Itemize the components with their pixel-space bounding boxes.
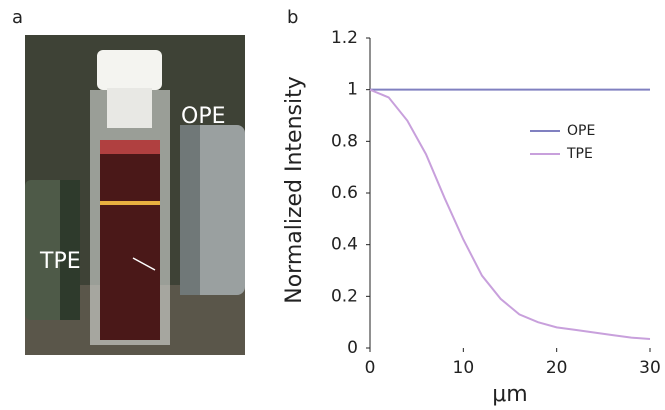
cap: [97, 50, 162, 90]
legend-label: TPE: [566, 146, 593, 162]
y-tick-label: 0: [347, 338, 358, 358]
y-tick-label: 0.2: [331, 286, 358, 306]
y-tick-label: 0.8: [331, 131, 358, 151]
y-tick-label: 0.6: [331, 183, 358, 203]
photo-label: TPE: [39, 249, 81, 274]
photo-label: OPE: [181, 104, 225, 129]
x-tick-label: 30: [639, 358, 661, 378]
photo: TPE OPE: [25, 35, 245, 355]
objective-right-edge: [180, 125, 200, 295]
x-tick-label: 20: [546, 358, 568, 378]
legend-label: OPE: [567, 123, 595, 139]
liquid-surface: [100, 140, 160, 154]
y-axis-label: Normalized Intensity: [282, 76, 307, 304]
beam: [100, 201, 160, 205]
x-tick-label: 10: [453, 358, 475, 378]
line: [369, 88, 651, 340]
cap-stem: [107, 88, 152, 128]
y-tick-label: 1: [347, 80, 358, 100]
panel-label: b: [287, 7, 298, 28]
objective-left-edge: [60, 180, 80, 320]
arrow: [132, 257, 156, 271]
x-tick-label: 0: [365, 358, 376, 378]
y-tick-label: 0.4: [331, 235, 358, 255]
y-tick-label: 1.2: [331, 28, 358, 48]
panel-label: a: [12, 7, 23, 28]
cuvette-liquid: [100, 140, 160, 340]
x-axis-label: μm: [492, 382, 527, 407]
